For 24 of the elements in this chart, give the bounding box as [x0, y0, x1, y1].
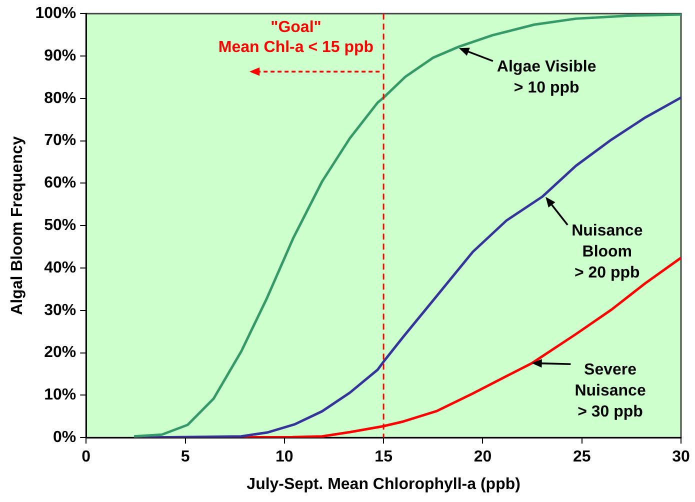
- x-tick-label: 25: [572, 448, 591, 466]
- y-tick-label: 10%: [44, 386, 76, 404]
- y-tick-label: 90%: [44, 47, 76, 64]
- x-axis-title: July-Sept. Mean Chlorophyll-a (ppb): [246, 476, 520, 493]
- y-tick-label: 60%: [44, 174, 76, 192]
- x-tick-label: 20: [474, 448, 492, 466]
- y-tick-label: 100%: [35, 5, 76, 22]
- y-axis-title: Algal Bloom Frequency: [9, 136, 26, 315]
- y-tick-label: 80%: [44, 90, 76, 107]
- y-tick-label: 70%: [44, 132, 76, 150]
- x-tick-label: 5: [180, 448, 190, 466]
- ref-line-label: "Goal" Mean Chl-a < 15 ppb: [218, 19, 374, 56]
- annotation: Algae Visible > 10 ppb: [496, 58, 596, 96]
- y-tick-label: 40%: [44, 259, 76, 276]
- y-tick-label: 30%: [44, 302, 76, 319]
- annotation: Nuisance Bloom > 20 ppb: [572, 222, 643, 282]
- y-tick-label: 50%: [44, 217, 76, 234]
- x-tick-label: 0: [82, 448, 91, 466]
- y-tick-label: 0%: [52, 429, 76, 446]
- annotation: Severe Nuisance > 30 ppb: [574, 362, 646, 421]
- y-tick-label: 20%: [44, 344, 76, 362]
- x-tick-label: 30: [672, 448, 690, 466]
- x-tick-label: 15: [374, 448, 393, 466]
- x-tick-label: 10: [276, 448, 294, 466]
